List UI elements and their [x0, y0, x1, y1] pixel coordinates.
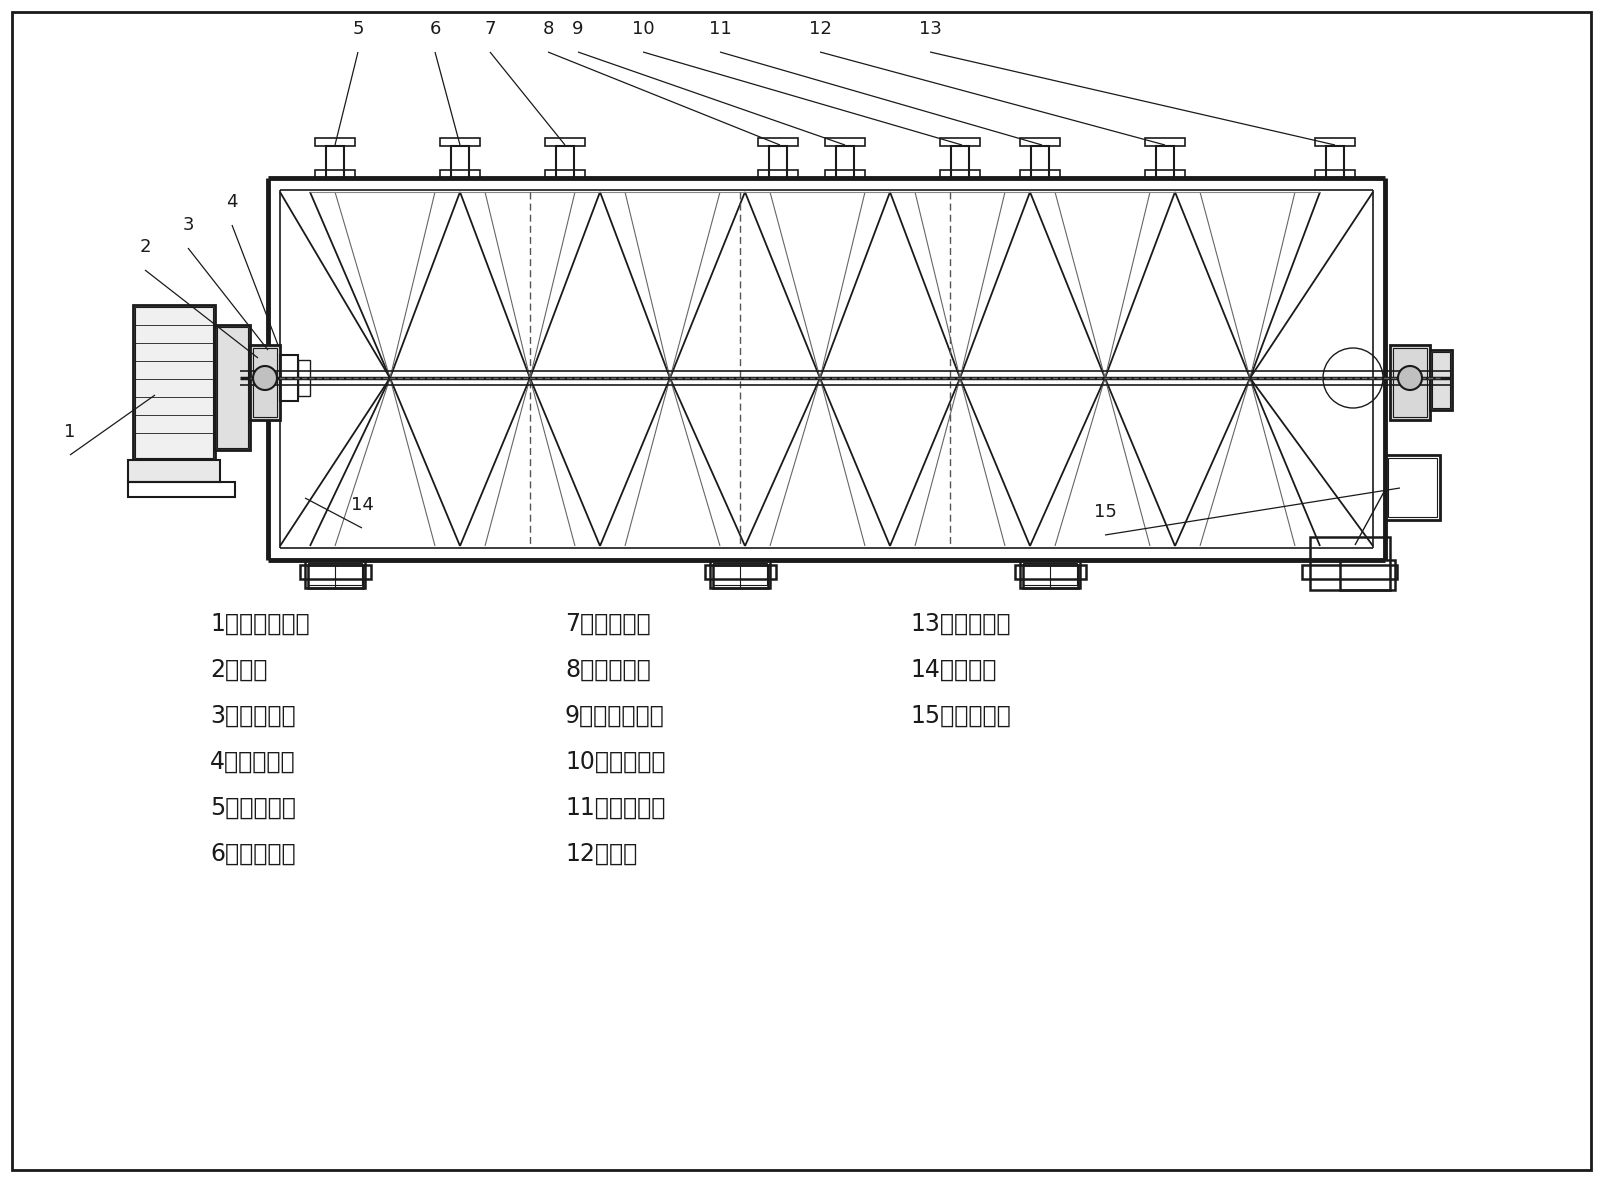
Bar	[556, 147, 574, 178]
Text: 2、轴承: 2、轴承	[210, 658, 268, 682]
Text: 9: 9	[572, 20, 583, 38]
Bar	[308, 565, 362, 587]
Text: 5、物料入口: 5、物料入口	[210, 795, 297, 820]
Circle shape	[253, 366, 277, 390]
Bar	[758, 138, 798, 147]
Bar	[1430, 350, 1452, 410]
Bar	[1023, 565, 1077, 587]
Bar	[713, 563, 766, 585]
Bar	[1393, 348, 1427, 417]
Text: 2: 2	[139, 238, 151, 256]
Bar	[1156, 147, 1173, 178]
Text: 8: 8	[542, 20, 553, 38]
Bar	[1015, 565, 1085, 579]
Text: 4: 4	[226, 193, 237, 212]
Text: 15、物料出口: 15、物料出口	[911, 704, 1011, 728]
Text: 4、机械密封: 4、机械密封	[210, 751, 295, 774]
Bar	[1145, 138, 1185, 147]
Bar	[316, 138, 354, 147]
Bar	[1020, 560, 1080, 587]
Bar	[1310, 537, 1390, 590]
Text: 1: 1	[64, 423, 75, 441]
Bar	[758, 170, 798, 178]
Text: 8、内筒壳体: 8、内筒壳体	[564, 658, 651, 682]
Bar	[705, 565, 776, 579]
Text: 11、螺旋搅带: 11、螺旋搅带	[564, 795, 665, 820]
Bar	[545, 138, 585, 147]
Text: 1、电机减速机: 1、电机减速机	[210, 612, 309, 636]
Text: 6: 6	[430, 20, 441, 38]
Bar	[450, 147, 470, 178]
Bar	[1314, 138, 1355, 147]
Bar	[545, 170, 585, 178]
Text: 10: 10	[632, 20, 654, 38]
Bar	[305, 560, 365, 587]
Bar	[281, 355, 298, 401]
Bar	[439, 138, 479, 147]
Bar	[215, 325, 250, 450]
Bar	[1314, 170, 1355, 178]
Text: 7: 7	[484, 20, 495, 38]
Bar	[253, 348, 277, 417]
Text: 10、螺旋盘管: 10、螺旋盘管	[564, 751, 665, 774]
Bar	[710, 560, 769, 587]
Bar	[135, 307, 213, 457]
Bar	[1326, 147, 1343, 178]
Text: 6、冷媒入口: 6、冷媒入口	[210, 842, 295, 866]
Bar	[1020, 170, 1060, 178]
Bar	[1031, 147, 1048, 178]
Bar	[826, 138, 866, 147]
Bar	[308, 563, 362, 585]
Bar	[837, 147, 854, 178]
Text: 15: 15	[1093, 504, 1116, 521]
Text: 13、冷媒出口: 13、冷媒出口	[911, 612, 1010, 636]
Bar	[250, 345, 281, 420]
Bar	[316, 170, 354, 178]
Text: 11: 11	[709, 20, 731, 38]
Text: 3: 3	[183, 216, 194, 234]
Text: 12: 12	[808, 20, 832, 38]
Bar	[951, 147, 968, 178]
Text: 7、夹套壳体: 7、夹套壳体	[564, 612, 651, 636]
Bar	[713, 565, 768, 587]
Text: 13: 13	[919, 20, 941, 38]
Bar	[1431, 352, 1451, 408]
Bar	[769, 147, 787, 178]
Bar	[300, 565, 370, 579]
Bar	[133, 305, 215, 460]
Bar	[1302, 565, 1396, 579]
Text: 14、排污口: 14、排污口	[911, 658, 997, 682]
Bar	[1388, 457, 1436, 517]
Text: 12、人孔: 12、人孔	[564, 842, 638, 866]
Bar	[1340, 560, 1395, 590]
Bar	[1390, 345, 1430, 420]
Bar	[128, 482, 236, 496]
Bar	[939, 138, 979, 147]
Text: 3、旋转接头: 3、旋转接头	[210, 704, 295, 728]
Circle shape	[1398, 366, 1422, 390]
Bar	[298, 361, 309, 396]
Bar	[439, 170, 479, 178]
Bar	[128, 460, 220, 482]
Bar	[939, 170, 979, 178]
Bar	[1020, 138, 1060, 147]
Text: 5: 5	[353, 20, 364, 38]
Bar	[216, 327, 248, 448]
Bar	[1023, 563, 1077, 585]
Text: 14: 14	[351, 496, 373, 514]
Text: 9、空心搅拌轴: 9、空心搅拌轴	[564, 704, 665, 728]
Bar	[325, 147, 345, 178]
Bar	[1145, 170, 1185, 178]
Bar	[826, 170, 866, 178]
Bar	[1385, 455, 1439, 520]
